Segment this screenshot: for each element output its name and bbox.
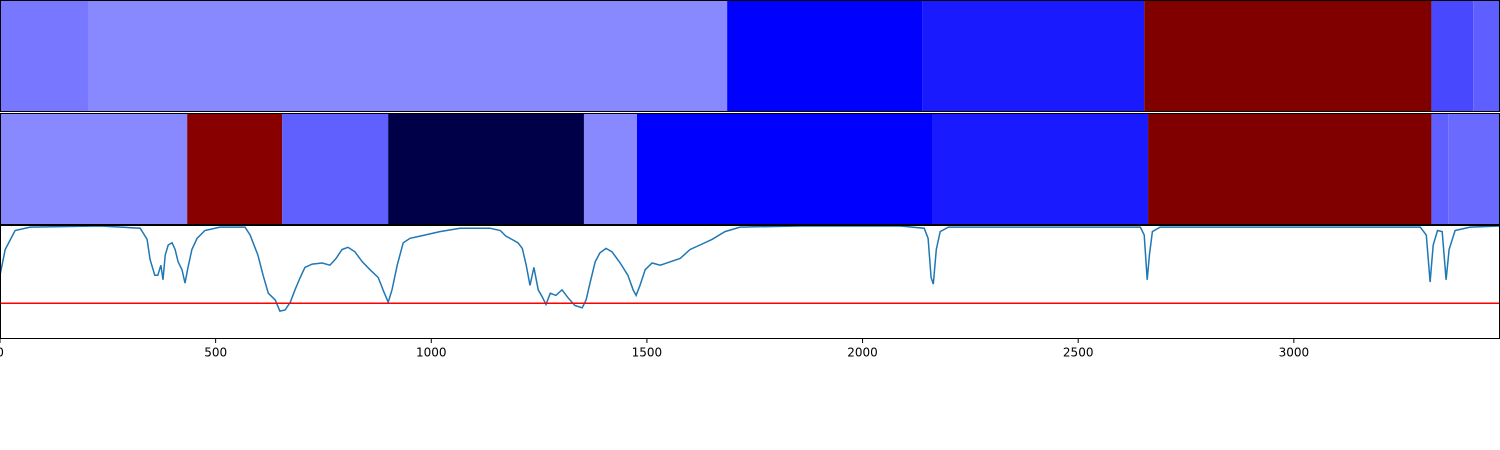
x-tick-label: 3000 <box>1279 346 1310 360</box>
heat-cell <box>1148 113 1432 225</box>
heat-cell <box>388 113 584 225</box>
heat-cell <box>922 0 1145 112</box>
heat-cell <box>1448 113 1500 225</box>
heat-cell <box>187 113 283 225</box>
heat-cell <box>1431 113 1449 225</box>
heat-cell <box>1431 0 1474 112</box>
x-tick-label: 500 <box>204 346 227 360</box>
x-tick-label: 0 <box>0 346 4 360</box>
heat-cell <box>932 113 1149 225</box>
heat-cell <box>1144 0 1432 112</box>
heat-cell <box>282 113 389 225</box>
heat-cell <box>637 113 933 225</box>
x-tick-label: 2000 <box>847 346 878 360</box>
heat-cell <box>0 113 188 225</box>
heat-cell <box>87 0 728 112</box>
axes-frame <box>0 225 1500 339</box>
x-tick-label: 1000 <box>416 346 447 360</box>
heat-cell <box>1473 0 1500 112</box>
heat-cell <box>0 0 88 112</box>
line-series <box>0 225 1500 312</box>
x-tick-label: 2500 <box>1063 346 1094 360</box>
x-tick-label: 1500 <box>632 346 663 360</box>
heat-cell <box>727 0 923 112</box>
heat-cell <box>583 113 638 225</box>
